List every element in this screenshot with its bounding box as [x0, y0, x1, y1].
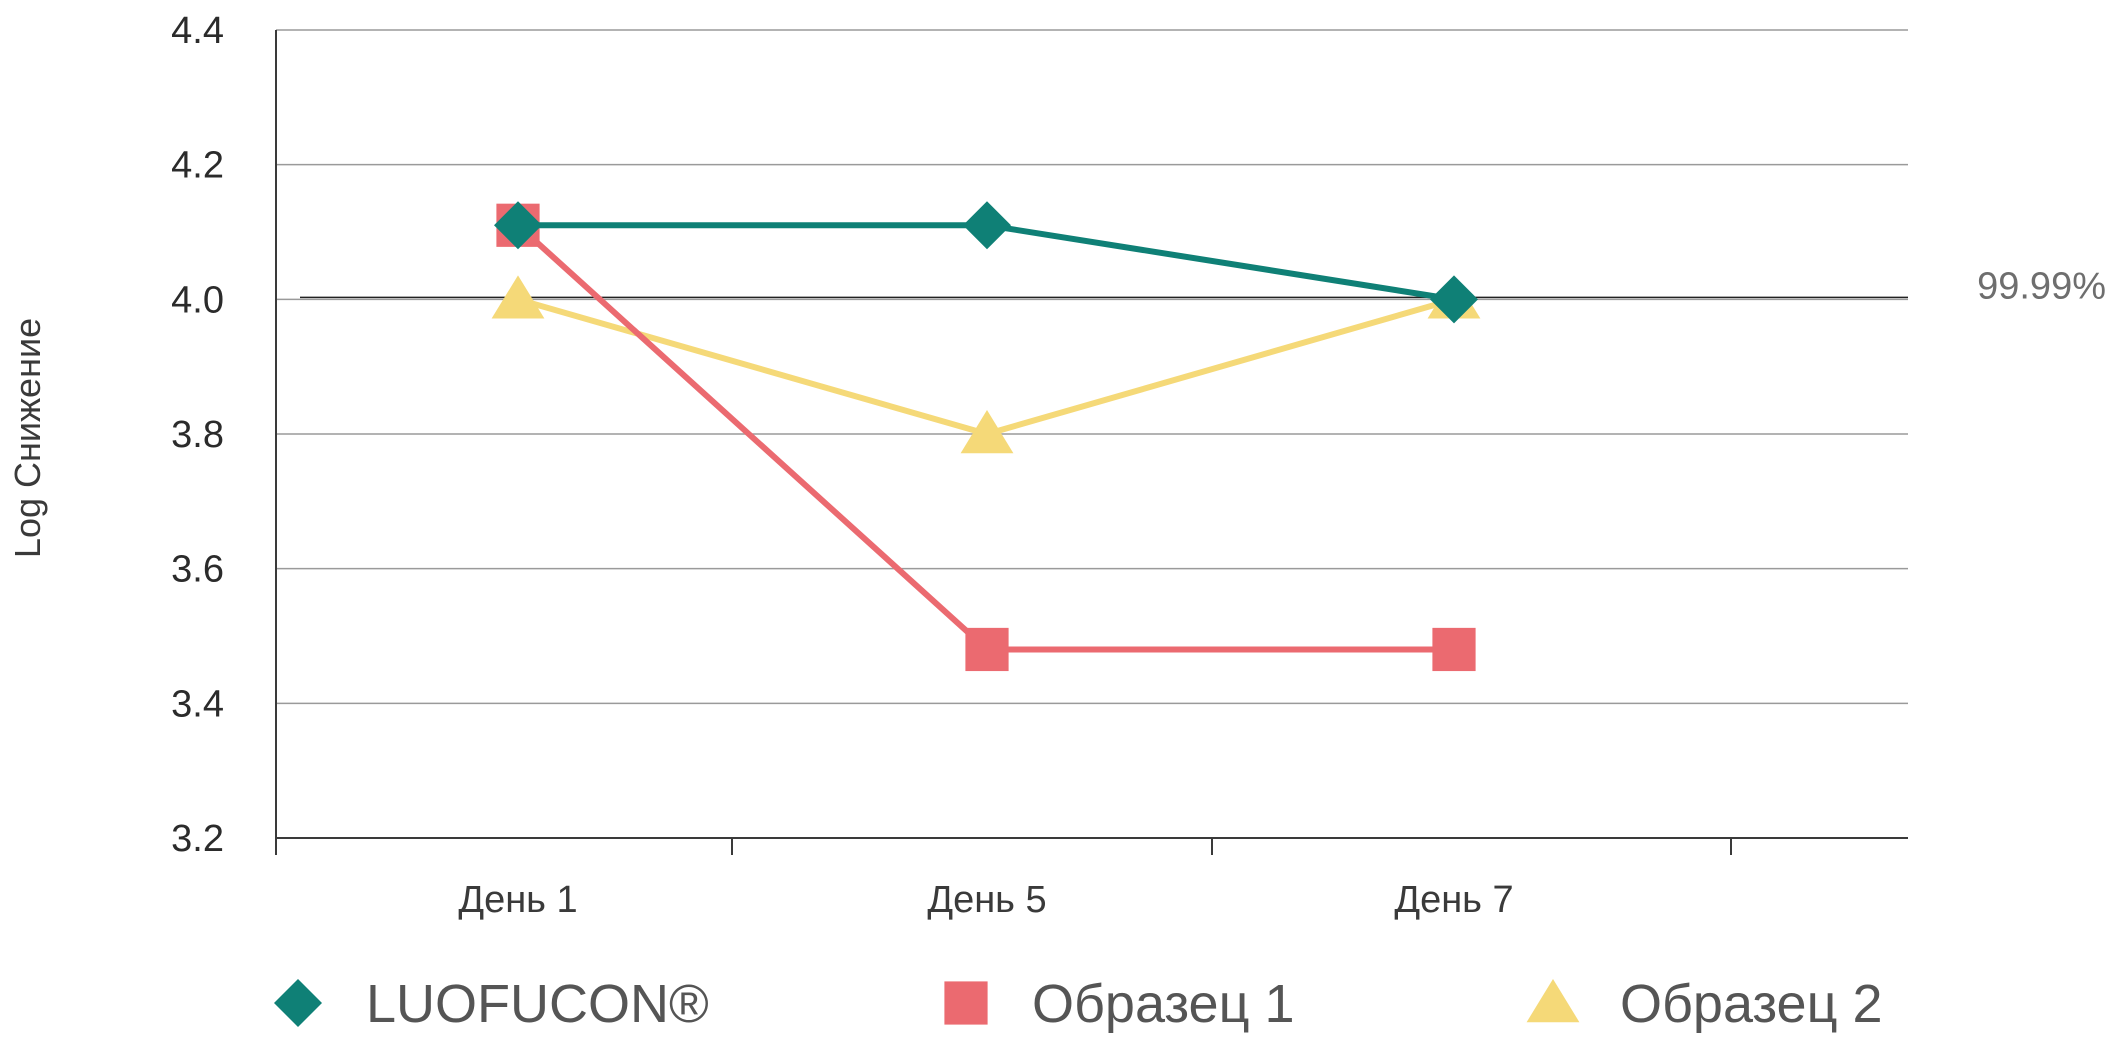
series-1	[494, 201, 1478, 324]
legend: LUOFUCON® Образец 1 Образец 2	[274, 974, 1883, 1034]
series-layer	[491, 201, 1481, 672]
reference-line: 99.99%	[300, 265, 2106, 307]
legend-item: Образец 2	[1526, 974, 1883, 1034]
y-tick-label: 3.8	[171, 414, 224, 456]
x-tick-label: День 7	[1394, 879, 1513, 921]
data-point-diamond	[1430, 275, 1478, 324]
legend-item: LUOFUCON®	[274, 974, 709, 1034]
reference-line-label: 99.99%	[1977, 265, 2106, 307]
data-point-diamond	[963, 201, 1011, 250]
data-point-diamond	[494, 201, 542, 250]
x-tick-labels: День 1 День 5 День 7	[458, 879, 1513, 921]
data-point-triangle	[960, 410, 1014, 454]
series-3	[491, 275, 1481, 454]
y-tick-label: 4.2	[171, 145, 224, 187]
legend-label: Образец 1	[1032, 974, 1295, 1034]
legend-marker-square	[944, 981, 988, 1025]
y-tick-label: 4.4	[171, 10, 224, 52]
axes	[275, 30, 1908, 855]
y-tick-label: 3.4	[171, 683, 224, 725]
y-axis-title: Log Снижение	[7, 318, 48, 558]
y-tick-labels: 4.4 4.2 4.0 3.8 3.6 3.4 3.2	[171, 10, 224, 860]
x-tick-label: День 5	[927, 879, 1046, 921]
legend-item: Образец 1	[944, 974, 1295, 1034]
data-point-square	[965, 627, 1009, 672]
y-tick-label: 3.6	[171, 549, 224, 591]
legend-label: Образец 2	[1620, 974, 1883, 1034]
legend-label: LUOFUCON®	[366, 974, 709, 1034]
x-tick-label: День 1	[458, 879, 577, 921]
y-tick-label: 4.0	[171, 279, 224, 321]
grid-lines	[276, 29, 1908, 705]
legend-marker-triangle	[1526, 979, 1580, 1023]
data-point-square	[1432, 627, 1476, 672]
data-point-triangle	[491, 275, 545, 319]
y-tick-label: 3.2	[171, 818, 224, 860]
legend-marker-diamond	[274, 979, 322, 1027]
